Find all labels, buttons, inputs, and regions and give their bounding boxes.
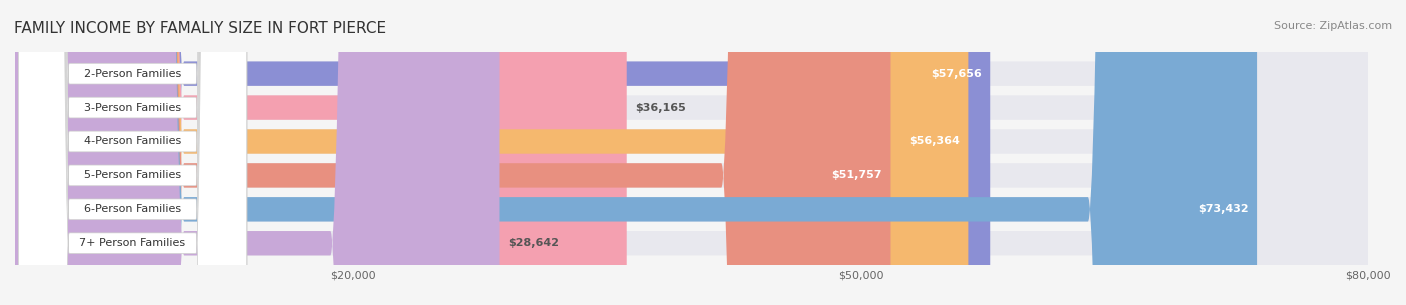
FancyBboxPatch shape (18, 0, 246, 305)
Text: $56,364: $56,364 (910, 136, 960, 146)
Text: $51,757: $51,757 (831, 170, 882, 180)
FancyBboxPatch shape (15, 0, 1368, 305)
FancyBboxPatch shape (15, 0, 990, 305)
Text: 3-Person Families: 3-Person Families (84, 102, 181, 113)
FancyBboxPatch shape (15, 0, 890, 305)
FancyBboxPatch shape (18, 0, 246, 305)
FancyBboxPatch shape (15, 0, 1368, 305)
FancyBboxPatch shape (15, 0, 499, 305)
FancyBboxPatch shape (15, 0, 1368, 305)
FancyBboxPatch shape (18, 0, 246, 305)
Text: $57,656: $57,656 (931, 69, 981, 79)
FancyBboxPatch shape (18, 0, 246, 305)
Text: $28,642: $28,642 (508, 238, 560, 248)
Text: $36,165: $36,165 (636, 102, 686, 113)
FancyBboxPatch shape (15, 0, 1368, 305)
Text: 6-Person Families: 6-Person Families (84, 204, 181, 214)
FancyBboxPatch shape (18, 0, 246, 305)
FancyBboxPatch shape (18, 0, 246, 305)
FancyBboxPatch shape (15, 0, 1368, 305)
Text: $73,432: $73,432 (1198, 204, 1249, 214)
Text: Source: ZipAtlas.com: Source: ZipAtlas.com (1274, 21, 1392, 31)
Text: 2-Person Families: 2-Person Families (84, 69, 181, 79)
Text: 7+ Person Families: 7+ Person Families (80, 238, 186, 248)
Text: 5-Person Families: 5-Person Families (84, 170, 181, 180)
Text: FAMILY INCOME BY FAMALIY SIZE IN FORT PIERCE: FAMILY INCOME BY FAMALIY SIZE IN FORT PI… (14, 21, 387, 36)
FancyBboxPatch shape (15, 0, 627, 305)
FancyBboxPatch shape (15, 0, 1368, 305)
FancyBboxPatch shape (15, 0, 1257, 305)
FancyBboxPatch shape (15, 0, 969, 305)
Text: 4-Person Families: 4-Person Families (84, 136, 181, 146)
